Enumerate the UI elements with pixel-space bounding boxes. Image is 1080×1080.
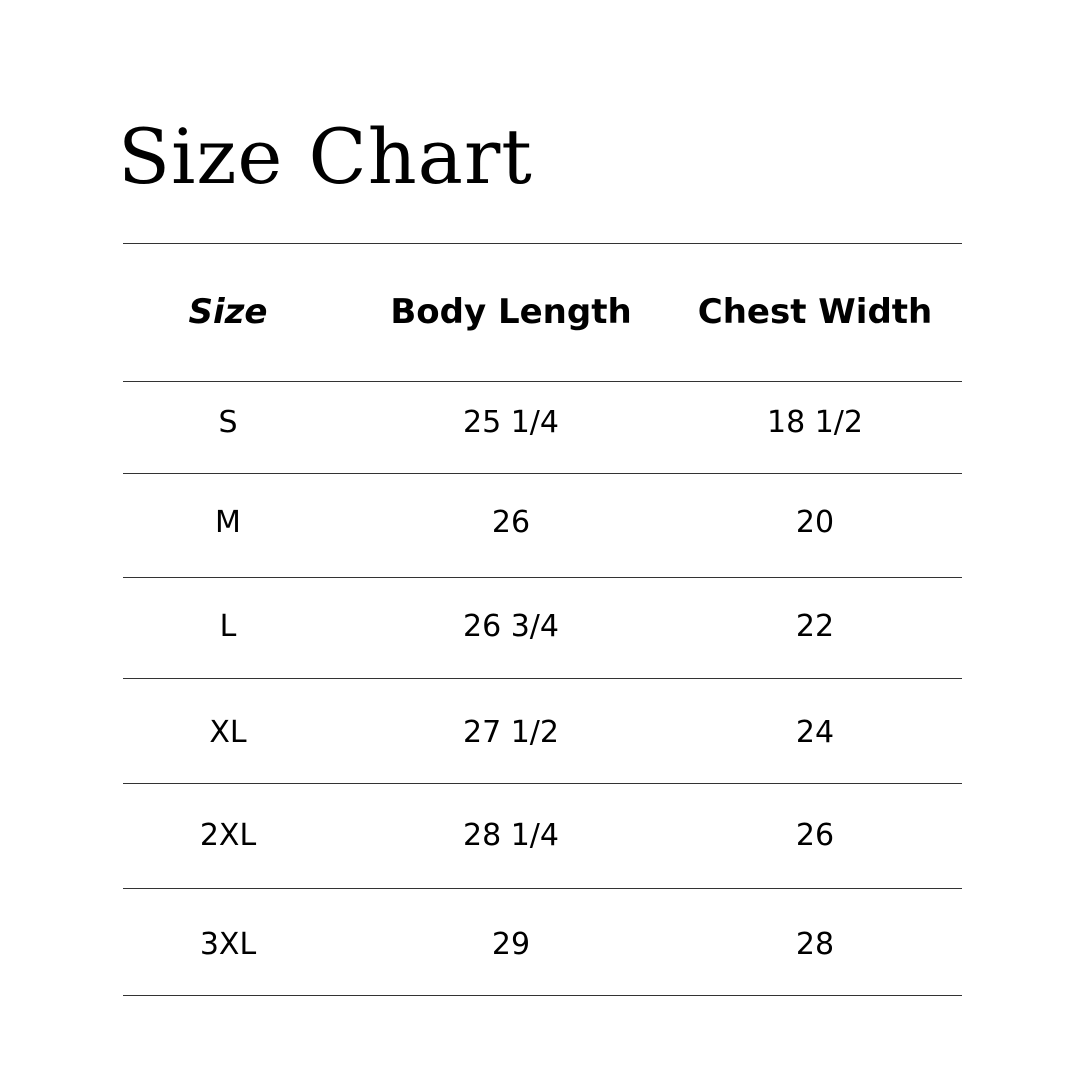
table-cell: 28 [795, 927, 835, 962]
column-header: Size [188, 292, 268, 332]
table-cell: S [218, 405, 238, 440]
page-title: Size Chart [118, 112, 533, 201]
table-cell: 24 [795, 715, 835, 750]
column-header: Body Length [390, 292, 632, 332]
table-divider [123, 888, 962, 889]
table-cell: 3XL [199, 927, 257, 962]
table-cell: 29 [491, 927, 531, 962]
table-divider [123, 678, 962, 679]
table-cell: 2XL [199, 818, 257, 853]
table-divider [123, 995, 962, 996]
table-cell: 26 3/4 [463, 609, 559, 644]
table-divider [123, 381, 962, 382]
table-cell: L [219, 609, 237, 644]
table-cell: XL [209, 715, 247, 750]
table-cell: 26 [795, 818, 835, 853]
table-cell: 22 [795, 609, 835, 644]
table-divider [123, 243, 962, 244]
table-cell: 18 1/2 [767, 405, 863, 440]
table-cell: 27 1/2 [463, 715, 559, 750]
column-header: Chest Width [697, 292, 933, 332]
table-divider [123, 473, 962, 474]
table-cell: 25 1/4 [463, 405, 559, 440]
table-cell: M [215, 505, 241, 540]
table-cell: 20 [795, 505, 835, 540]
table-divider [123, 577, 962, 578]
table-cell: 28 1/4 [463, 818, 559, 853]
table-divider [123, 783, 962, 784]
table-cell: 26 [491, 505, 531, 540]
